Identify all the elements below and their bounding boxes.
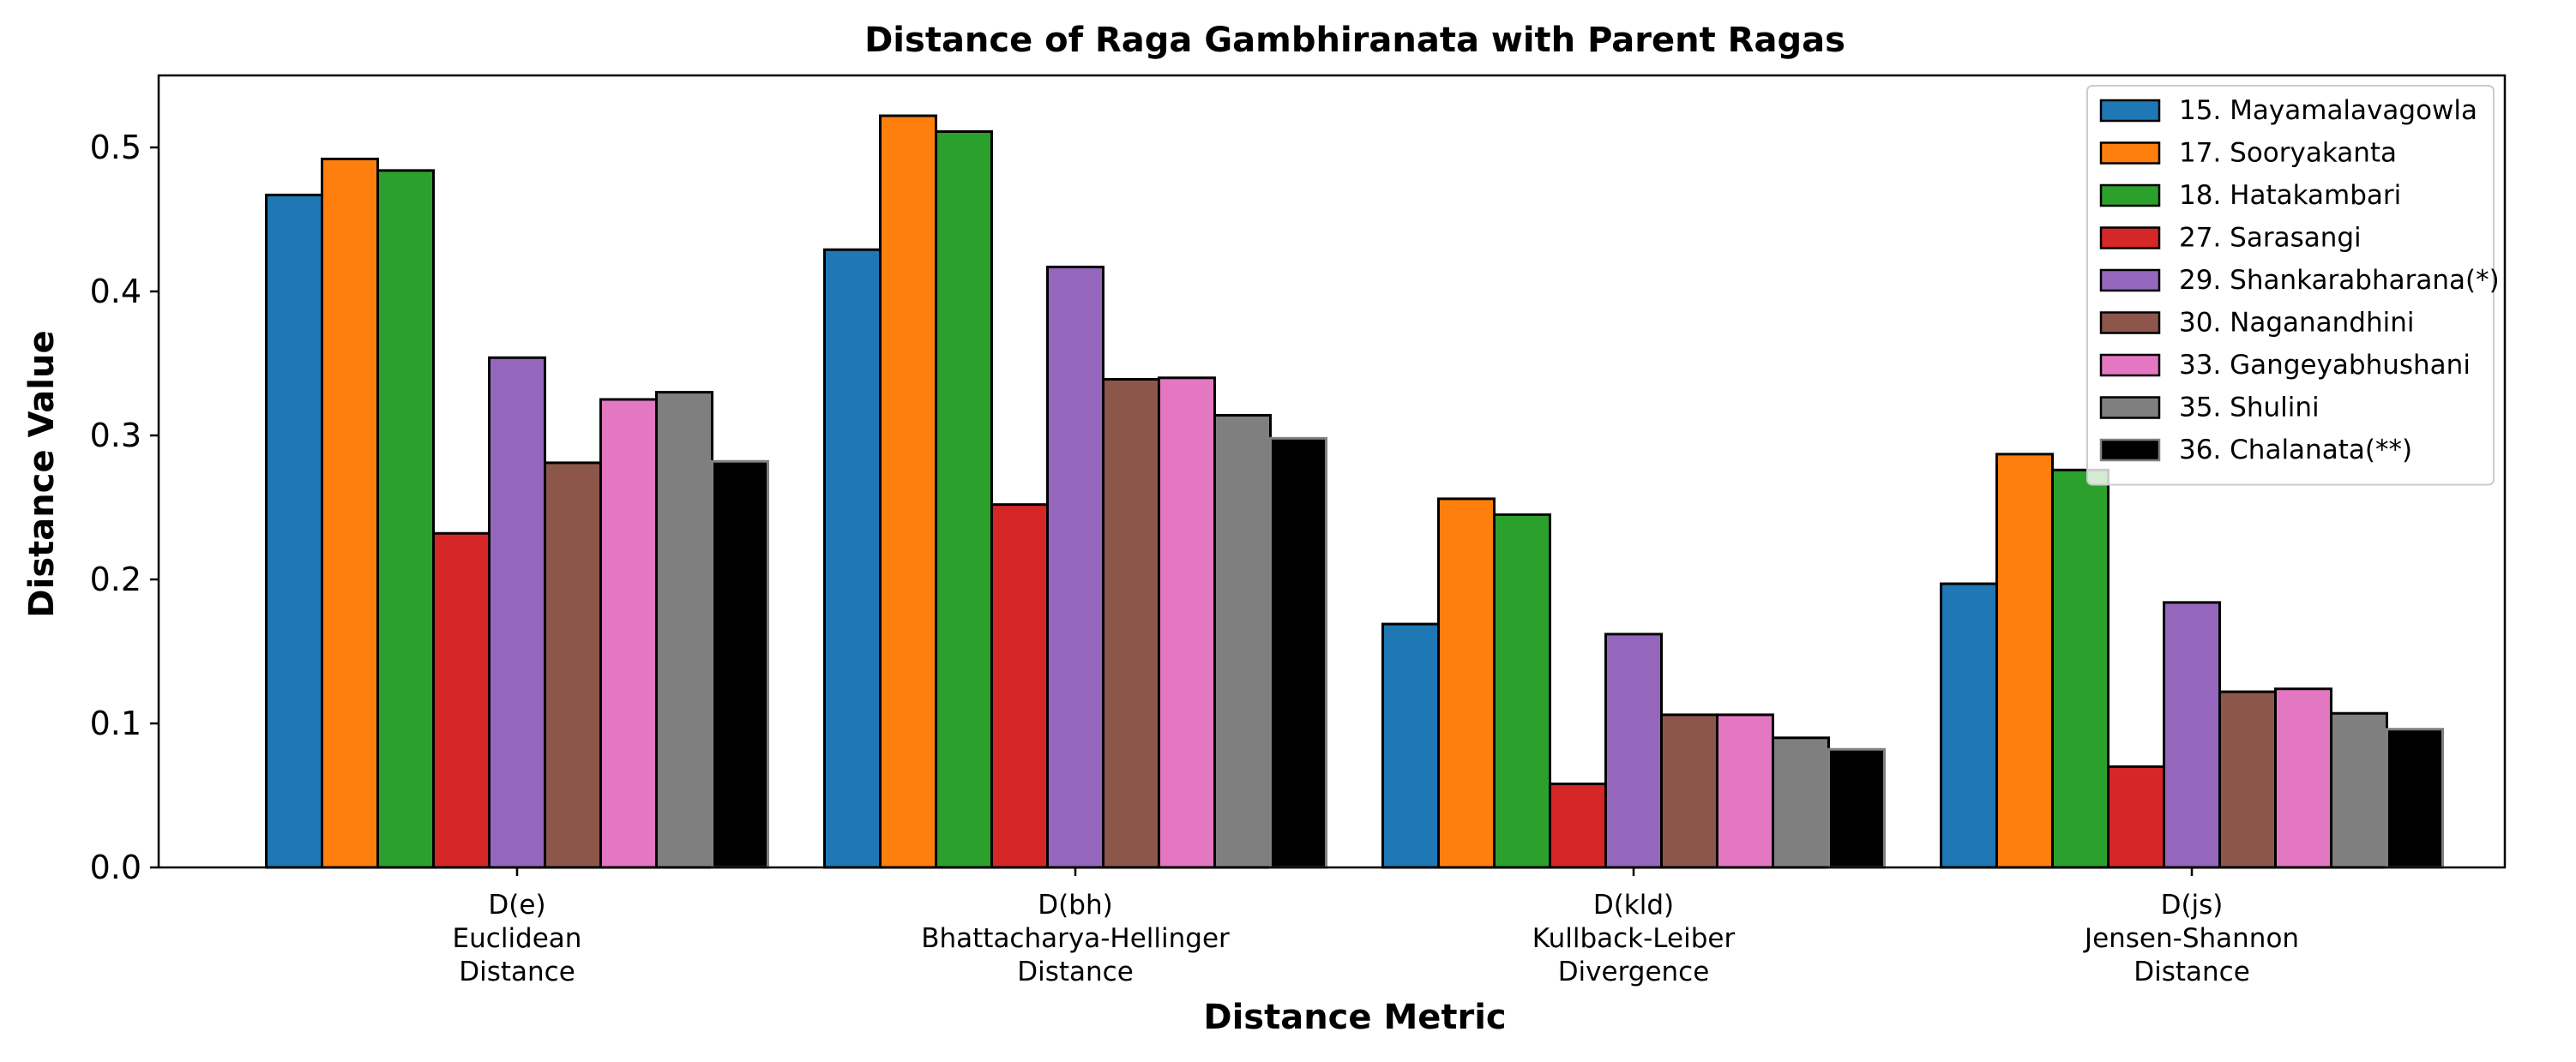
bar <box>2330 711 2388 869</box>
x-tick-label: D(js) <box>2161 890 2224 921</box>
bar <box>1995 453 2054 869</box>
chart-title: Distance of Raga Gambhiranata with Paren… <box>864 21 1845 60</box>
legend-swatch <box>2099 438 2161 462</box>
bar <box>2163 601 2221 869</box>
bar <box>1940 582 1998 869</box>
legend-label: 29. Shankarabharana(*) <box>2179 265 2500 296</box>
bar <box>2274 687 2332 869</box>
legend-swatch <box>2099 99 2161 123</box>
legend-label: 27. Sarasangi <box>2179 223 2362 254</box>
bar <box>1827 747 1886 869</box>
x-tick-label: Divergence <box>1558 957 1710 987</box>
legend-swatch <box>2099 141 2161 165</box>
bar <box>2218 690 2277 869</box>
x-tick-label: Kullback-Leiber <box>1532 923 1736 954</box>
bar <box>1549 783 1607 869</box>
x-tick-label: Jensen-Shannon <box>2083 923 2299 954</box>
legend-swatch <box>2099 396 2161 419</box>
y-tick-label: 0.2 <box>90 561 141 598</box>
legend: 15. Mayamalavagowla 17. Sooryakanta 18. Ha… <box>2086 85 2500 486</box>
legend-label: 35. Shulini <box>2179 393 2320 423</box>
bar <box>711 459 769 869</box>
y-tick-label: 0.5 <box>90 129 141 166</box>
bar <box>879 114 937 869</box>
legend-swatch <box>2099 268 2161 292</box>
x-tick-label: Distance <box>459 957 575 987</box>
x-tick-label: Distance <box>2134 957 2250 987</box>
legend-label: 18. Hatakambari <box>2179 180 2401 211</box>
bar <box>376 169 435 869</box>
bar <box>1772 736 1830 869</box>
bar <box>321 157 379 869</box>
y-tick-label: 0.4 <box>90 273 141 310</box>
x-tick-label: D(bh) <box>1038 890 1112 921</box>
bar <box>488 356 546 869</box>
legend-swatch <box>2099 183 2161 207</box>
bar <box>265 193 323 869</box>
y-axis: 0.0 0.1 0.2 0.3 0.4 0.5 <box>90 129 159 886</box>
bar <box>2386 728 2444 869</box>
y-tick-label: 0.1 <box>90 705 141 742</box>
plot-frame <box>157 74 2507 869</box>
legend-swatch <box>2099 353 2161 377</box>
bar <box>1046 265 1104 869</box>
bar <box>2107 765 2165 869</box>
y-axis-label: Distance Value <box>22 330 62 617</box>
bar <box>599 398 658 869</box>
bar <box>432 531 491 869</box>
x-tick-label: D(kld) <box>1593 890 1674 921</box>
bar <box>1213 413 1272 869</box>
bar <box>1269 436 1327 869</box>
legend-box <box>2086 85 2495 486</box>
legend-label: 30. Naganandhini <box>2179 308 2415 339</box>
x-axis-label: Distance Metric <box>1203 998 1506 1037</box>
legend-swatch <box>2099 226 2161 249</box>
bars-group <box>265 114 2444 869</box>
x-tick-label: Distance <box>1017 957 1134 987</box>
legend-label: 36. Chalanata(**) <box>2179 435 2412 465</box>
legend-label: 15. Mayamalavagowla <box>2179 95 2477 126</box>
bar <box>1158 376 1216 869</box>
bar <box>1604 633 1663 869</box>
bar <box>1102 377 1160 869</box>
bar <box>823 248 882 869</box>
legend-label: 33. Gangeyabhushani <box>2179 350 2471 381</box>
bar <box>544 461 602 869</box>
bar <box>1716 713 1774 869</box>
bar <box>2051 468 2110 869</box>
x-tick-label: Euclidean <box>453 923 582 954</box>
legend-swatch <box>2099 311 2161 334</box>
bar <box>1660 713 1718 869</box>
y-tick-label: 0.0 <box>90 849 141 886</box>
x-tick-label: D(e) <box>488 890 545 921</box>
y-tick-label: 0.3 <box>90 417 141 454</box>
bar <box>1381 622 1440 869</box>
bar <box>1493 513 1551 869</box>
legend-label: 17. Sooryakanta <box>2179 138 2397 169</box>
bar <box>655 391 713 869</box>
bar <box>1437 497 1496 869</box>
bar <box>990 503 1049 869</box>
x-axis: D(e)EuclideanDistanceD(bh)Bhattacharya-H… <box>453 867 2299 987</box>
x-tick-label: Bhattacharya-Hellinger <box>921 923 1230 954</box>
bar <box>935 130 993 869</box>
